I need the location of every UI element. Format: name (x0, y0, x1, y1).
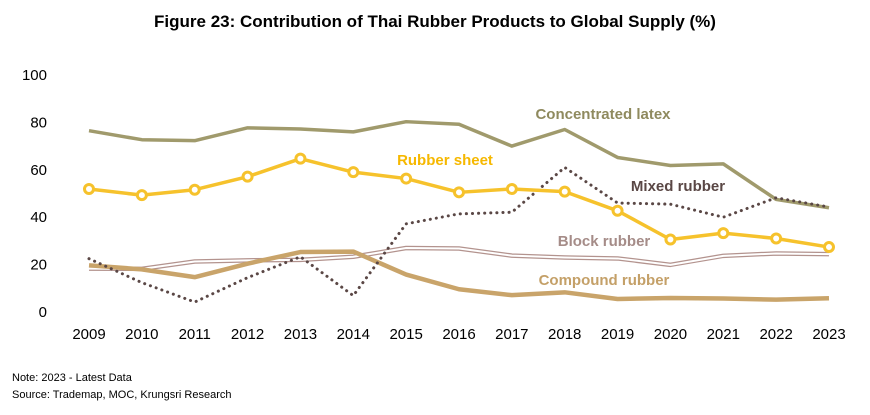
series-concentrated-latex (88, 119, 830, 210)
chart-title: Figure 23: Contribution of Thai Rubber P… (154, 12, 716, 31)
data-point-rubber-sheet (188, 183, 201, 196)
x-tick-label: 2017 (495, 326, 528, 343)
series-label-compound-rubber: Compound rubber (539, 272, 670, 289)
x-tick-label: 2021 (707, 326, 740, 343)
series-label-mixed-rubber: Mixed rubber (631, 178, 725, 195)
data-point-rubber-sheet (83, 182, 95, 195)
series-mixed-rubber (87, 165, 831, 304)
data-point-rubber-sheet (823, 241, 835, 254)
x-tick-label: 2009 (72, 326, 105, 343)
data-point-rubber-sheet (347, 166, 360, 179)
series-line-block-rubber (88, 245, 830, 272)
data-point-rubber-sheet (135, 189, 148, 202)
x-tick-label: 2010 (125, 326, 158, 343)
x-tick-label: 2018 (548, 326, 581, 343)
x-tick-label: 2013 (284, 326, 317, 343)
data-point-rubber-sheet (400, 172, 413, 185)
series-layer (83, 119, 835, 304)
data-point-rubber-sheet (770, 232, 783, 245)
data-point-rubber-sheet (453, 186, 465, 199)
data-point-rubber-sheet (611, 204, 624, 217)
series-label-rubber-sheet: Rubber sheet (397, 152, 493, 169)
data-point-rubber-sheet (241, 170, 254, 183)
y-axis: 0 20 40 60 80 100 (22, 67, 47, 321)
data-point-rubber-sheet (558, 185, 571, 198)
series-rubber-sheet (83, 152, 835, 254)
y-tick-label: 20 (30, 257, 47, 274)
y-tick-label: 60 (30, 162, 47, 179)
y-tick-label: 100 (22, 67, 47, 84)
series-labels: Concentrated latex Rubber sheet Mixed rubb… (397, 106, 725, 289)
x-tick-label: 2014 (337, 326, 370, 343)
chart-note: Note: 2023 - Latest Data (12, 372, 132, 384)
series-line-concentrated-latex (88, 119, 830, 210)
data-point-rubber-sheet (717, 227, 730, 240)
x-tick-label: 2015 (389, 326, 422, 343)
x-tick-label: 2012 (231, 326, 264, 343)
x-tick-label: 2019 (601, 326, 634, 343)
y-tick-label: 80 (30, 114, 47, 131)
x-tick-label: 2020 (654, 326, 687, 343)
data-point-rubber-sheet (664, 233, 677, 246)
data-point-rubber-sheet (505, 182, 518, 195)
x-axis: 2009 2010 2011 2012 2013 2014 2015 2016 2017 2018… (72, 326, 845, 343)
series-line-compound-rubber (88, 249, 830, 302)
series-label-block-rubber: Block rubber (558, 233, 651, 250)
series-line-mixed-rubber (87, 165, 831, 304)
y-tick-label: 0 (39, 304, 47, 321)
series-compound-rubber (88, 249, 830, 302)
series-label-concentrated-latex: Concentrated latex (535, 106, 671, 123)
chart-source: Source: Trademap, MOC, Krungsri Research (12, 389, 232, 401)
x-tick-label: 2011 (179, 326, 211, 343)
y-tick-label: 40 (30, 209, 47, 226)
x-tick-label: 2023 (812, 326, 845, 343)
x-tick-label: 2022 (759, 326, 792, 343)
x-tick-label: 2016 (442, 326, 475, 343)
data-point-rubber-sheet (294, 152, 307, 165)
series-block-rubber (88, 245, 830, 272)
series-line-inner-block-rubber (88, 247, 830, 270)
